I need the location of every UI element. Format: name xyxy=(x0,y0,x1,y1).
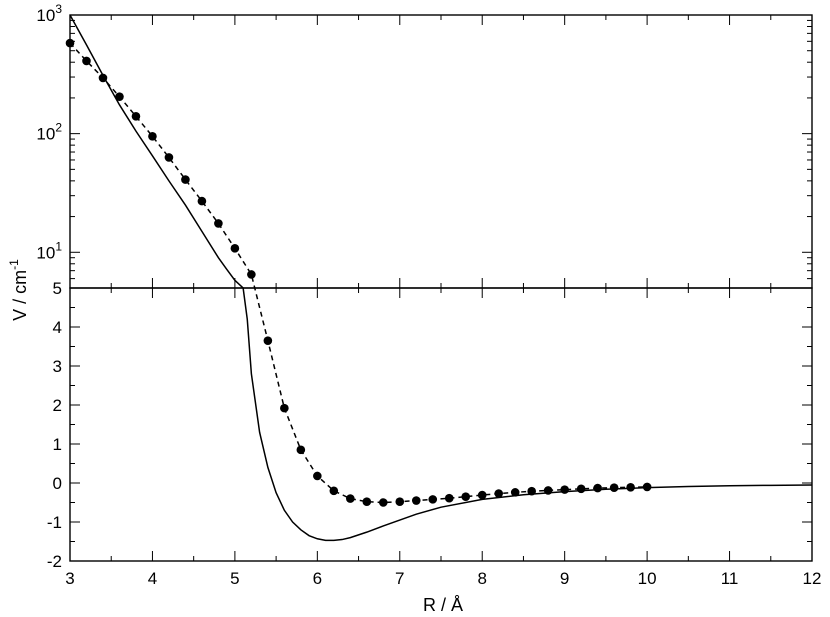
y-axis-title-main: V / cm xyxy=(10,270,30,321)
y-tick-label: -2 xyxy=(47,552,62,571)
y-tick-label-base: 10 xyxy=(36,125,55,144)
data-point xyxy=(461,492,471,501)
data-point xyxy=(560,485,569,494)
data-point xyxy=(346,494,355,503)
y-axis-title: V / cm-1 xyxy=(7,259,30,321)
y-tick-label: 101 xyxy=(36,239,62,262)
data-point xyxy=(247,270,256,279)
data-point xyxy=(65,38,75,48)
x-tick-label: 9 xyxy=(560,569,569,588)
y-tick-label: 5 xyxy=(53,279,62,298)
series-layer xyxy=(65,14,813,542)
data-point xyxy=(214,219,223,228)
y-tick-label: 2 xyxy=(53,396,62,415)
data-point xyxy=(280,403,289,413)
x-tick-label: 11 xyxy=(721,569,739,588)
data-point xyxy=(477,490,487,500)
data-point xyxy=(609,483,619,492)
x-tick-label: 7 xyxy=(395,569,404,588)
x-tick-label: 8 xyxy=(477,569,486,588)
y-tick-label: 103 xyxy=(36,2,62,25)
data-point xyxy=(642,482,652,492)
y-tick-label: -1 xyxy=(47,513,62,532)
data-point xyxy=(296,445,306,455)
x-tick-label: 10 xyxy=(638,569,657,588)
solid-series-line xyxy=(69,14,813,542)
dashed-series-line xyxy=(69,42,648,504)
data-point xyxy=(115,92,124,101)
y-tick-label: 1 xyxy=(53,435,62,454)
lower-panel-frame xyxy=(69,287,813,562)
y-tick-label-exp: 1 xyxy=(55,239,62,253)
data-point xyxy=(362,497,372,507)
x-axis-title: R / Å xyxy=(423,595,463,615)
data-point xyxy=(98,73,108,83)
data-point xyxy=(181,175,190,184)
data-point xyxy=(378,498,388,507)
data-point xyxy=(527,486,536,496)
x-tick-label: 12 xyxy=(803,569,822,588)
data-point xyxy=(593,483,602,493)
data-point xyxy=(313,471,322,481)
x-tick-label: 6 xyxy=(313,569,322,588)
data-point xyxy=(197,196,207,206)
upper-panel-frame xyxy=(69,14,813,289)
data-point xyxy=(626,482,635,492)
data-point xyxy=(428,495,438,504)
x-tick-label: 5 xyxy=(230,569,239,588)
x-tick-label: 4 xyxy=(148,569,157,588)
data-point xyxy=(148,131,157,141)
data-point xyxy=(543,486,553,495)
data-point xyxy=(444,493,454,503)
data-point xyxy=(411,496,421,505)
x-tick-label: 3 xyxy=(65,569,74,588)
data-point xyxy=(395,497,405,507)
y-tick-label: 4 xyxy=(53,318,62,337)
data-point xyxy=(576,484,586,494)
data-point xyxy=(164,153,174,162)
data-point xyxy=(131,112,141,121)
y-tick-label: 0 xyxy=(53,474,62,493)
y-tick-label-base: 10 xyxy=(36,6,55,25)
data-point xyxy=(510,488,520,497)
data-point xyxy=(82,56,91,66)
y-tick-label-exp: 3 xyxy=(55,2,62,16)
data-point xyxy=(494,489,504,498)
data-point xyxy=(263,336,273,345)
data-point xyxy=(230,244,240,253)
y-tick-label-exp: 2 xyxy=(55,121,62,135)
data-point xyxy=(329,486,339,496)
y-axis-title-superscript: -1 xyxy=(7,259,21,270)
y-tick-label: 102 xyxy=(36,121,62,144)
y-tick-label-base: 10 xyxy=(36,243,55,262)
y-tick-label: 3 xyxy=(53,357,62,376)
